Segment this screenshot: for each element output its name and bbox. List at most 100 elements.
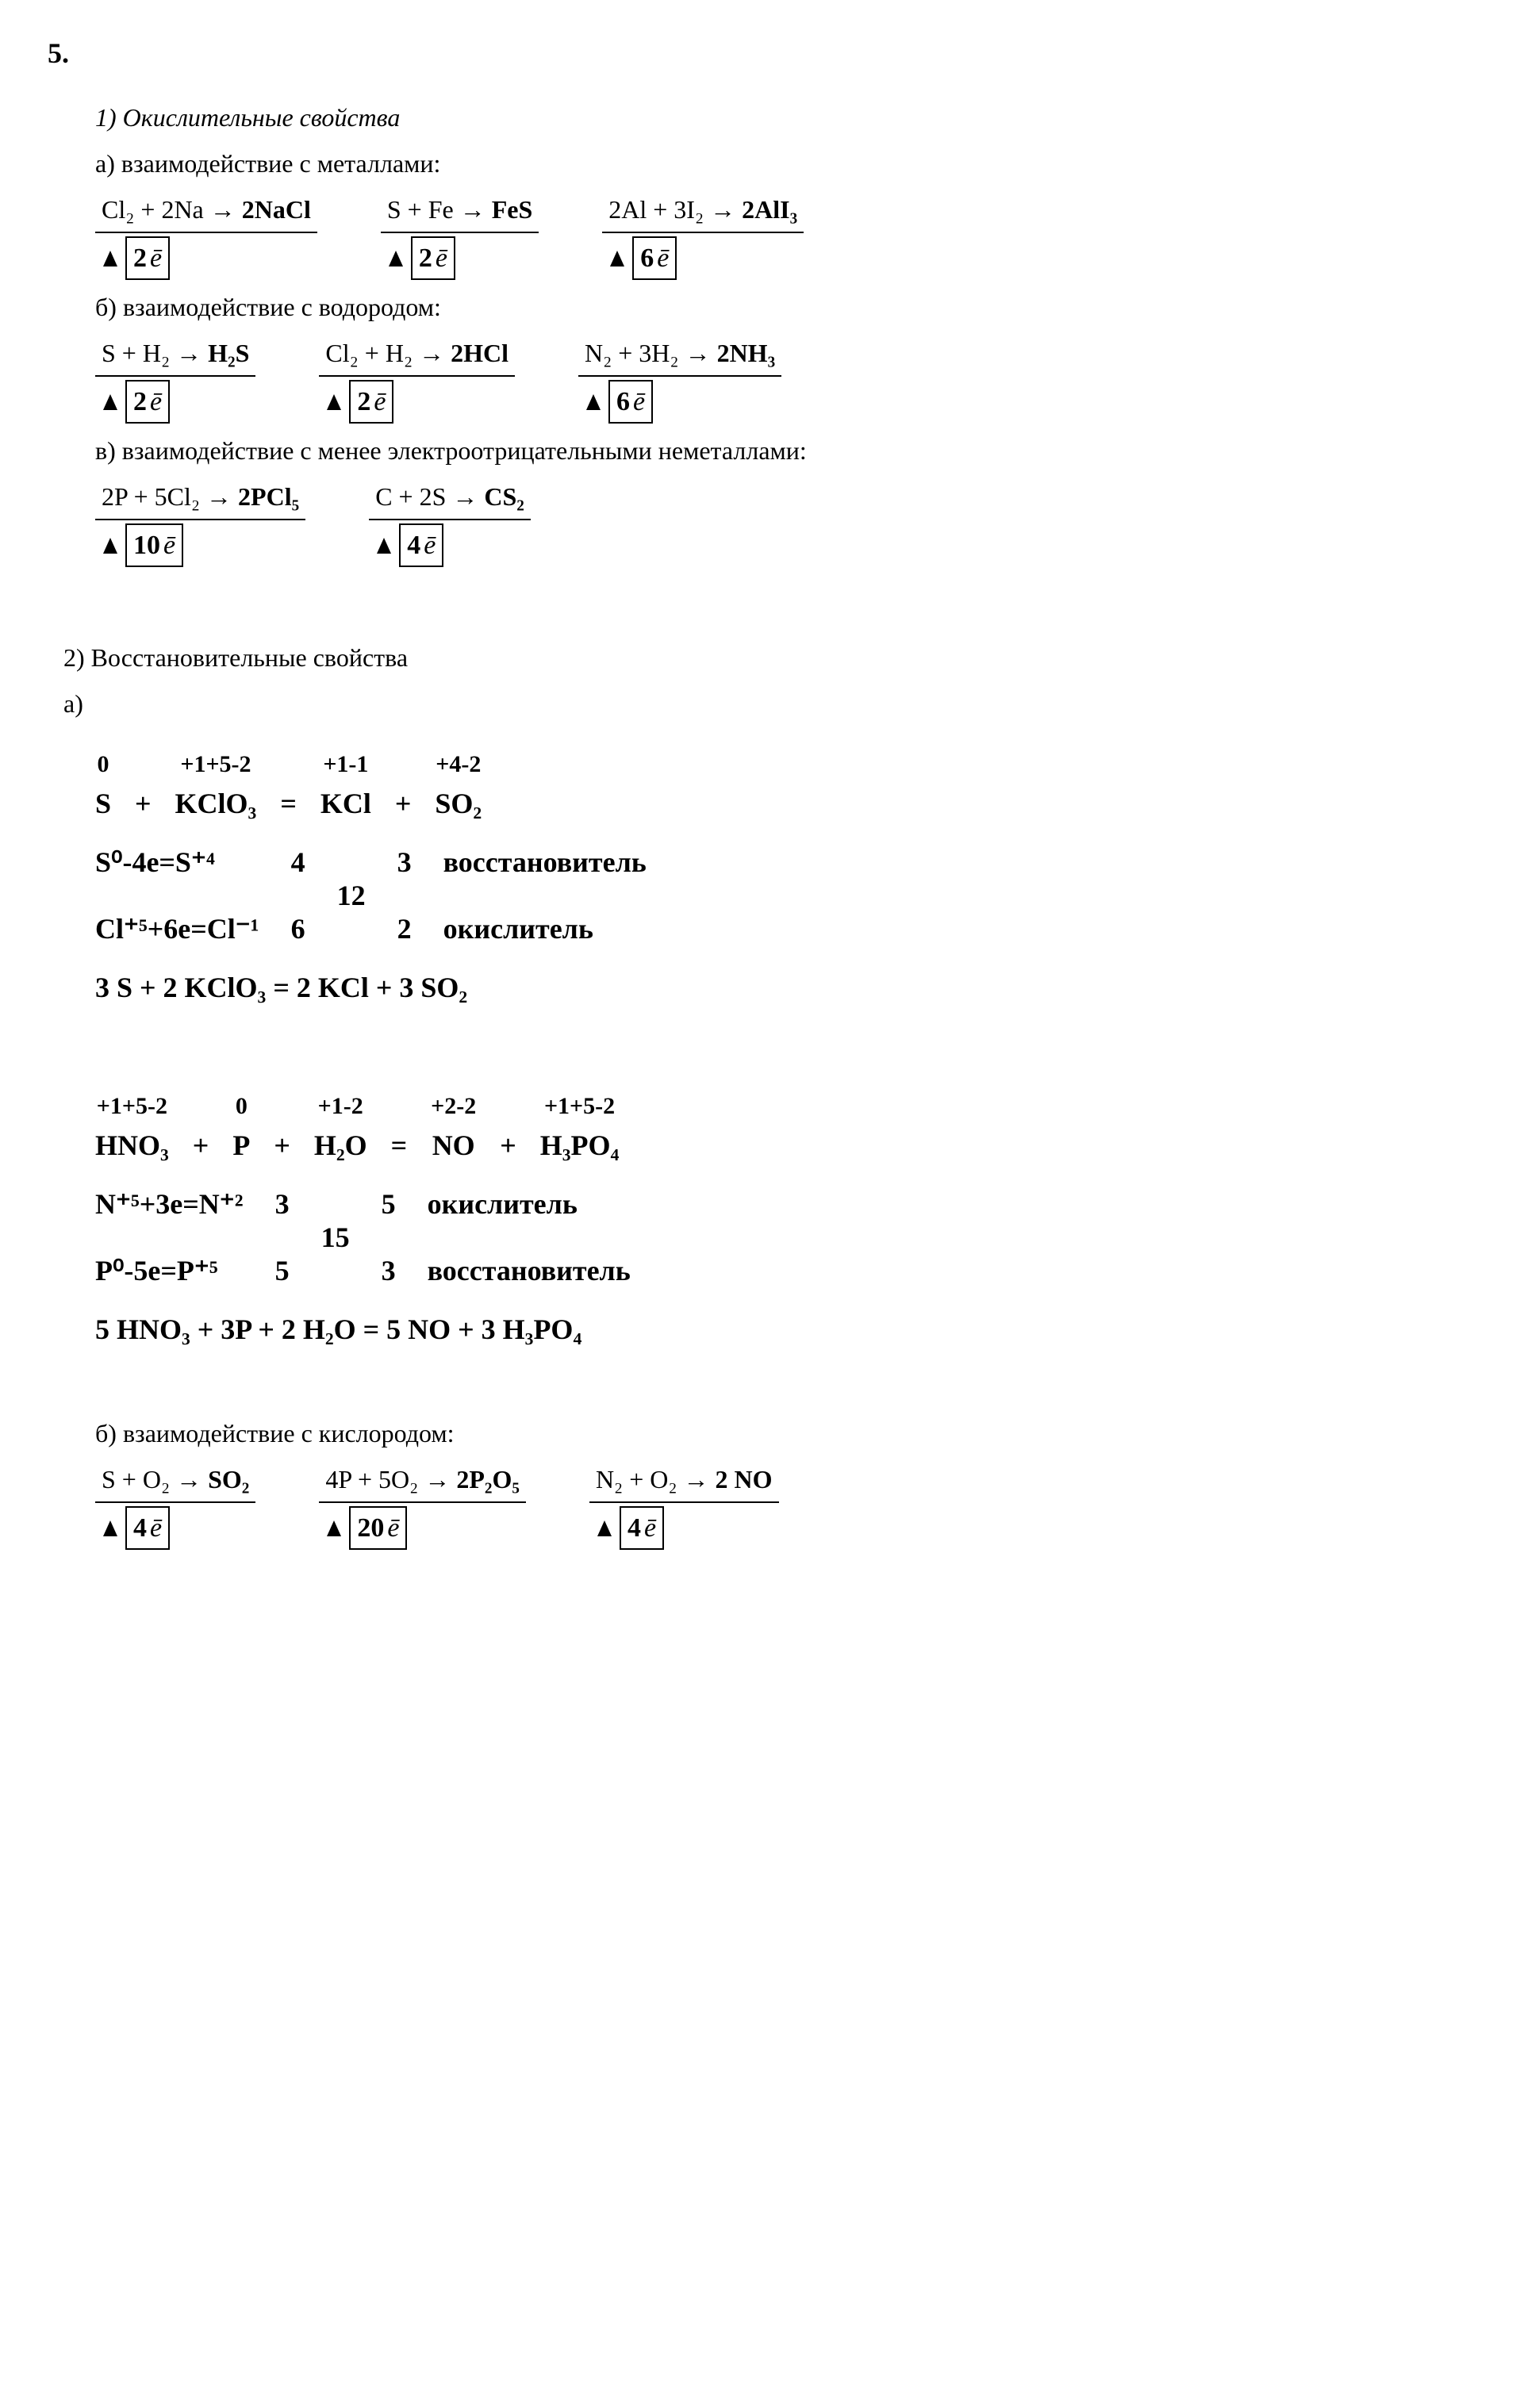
ox-mol: = bbox=[280, 782, 297, 825]
section2-a-label: а) bbox=[63, 684, 1491, 723]
ox-charge: +1-2 bbox=[318, 1088, 363, 1124]
ox-term: +1-1KCl bbox=[320, 746, 371, 825]
e-count: 2 bbox=[133, 238, 147, 278]
rxn2-final: 5 HNO₃ + 3P + 2 H₂O = 5 NO + 3 H₃PO₄ bbox=[95, 1308, 1491, 1351]
ox-term: +1-2H₂O bbox=[314, 1088, 367, 1167]
ox-mol: KCl bbox=[320, 782, 371, 825]
role-label: окислитель bbox=[443, 907, 647, 950]
section1-a-equations: Cl₂ + 2Na → 2NaCl 2ē S + Fe → FeS 2ē 2Al… bbox=[95, 190, 1491, 280]
section2-b-equations: S + O₂ → SO₂ 4 ē 4P + 5O₂ → 2P₂O₅ 20ē N₂ … bbox=[95, 1460, 1491, 1550]
arrow-up-icon bbox=[586, 394, 601, 410]
role-label: окислитель bbox=[428, 1183, 631, 1225]
eq-rhs: SO₂ bbox=[208, 1465, 249, 1493]
eq-block: C + 2S → CS₂ 4ē bbox=[369, 477, 531, 567]
arrow-up-icon bbox=[597, 1520, 612, 1536]
e-count: 4 bbox=[627, 1508, 641, 1548]
e-symbol: ē bbox=[163, 525, 175, 566]
half-n: 6 bbox=[291, 907, 305, 950]
eq-lhs: N₂ + 3H₂ → bbox=[585, 339, 711, 367]
e-count: 6 bbox=[640, 238, 654, 278]
eq-lhs: N₂ + O₂ → bbox=[596, 1465, 709, 1493]
eq-lhs: 2P + 5Cl₂ → bbox=[102, 482, 232, 511]
e-symbol: ē bbox=[633, 382, 645, 422]
e-count: 2 bbox=[357, 382, 370, 422]
eq-rhs: CS₂ bbox=[484, 482, 524, 511]
ox-mol: SO₂ bbox=[435, 782, 482, 825]
eq-block: S + Fe → FeS 2ē bbox=[381, 190, 539, 280]
eq-block: N₂ + 3H₂ → 2NH₃ 6ē bbox=[578, 334, 781, 424]
ox-charge bbox=[396, 1088, 402, 1124]
e-symbol: ē bbox=[374, 382, 386, 422]
ox-charge: +1+5-2 bbox=[180, 746, 251, 782]
ox-charge: +4-2 bbox=[436, 746, 481, 782]
rxn2-formula: +1+5-2HNO₃ +0P ++1-2H₂O =+2-2NO ++1+5-2H… bbox=[95, 1088, 1491, 1167]
eq-block: Cl₂ + 2Na → 2NaCl 2ē bbox=[95, 190, 317, 280]
ox-mol: = bbox=[391, 1124, 408, 1167]
section1-a-label: а) взаимодействие с металлами: bbox=[95, 144, 1491, 182]
ox-mol: HNO₃ bbox=[95, 1124, 169, 1167]
ox-term: = bbox=[391, 1088, 408, 1167]
half-coef: 2 bbox=[397, 907, 412, 950]
ox-mol: + bbox=[395, 782, 412, 825]
ox-charge bbox=[279, 1088, 286, 1124]
rxn1-half-table: S⁰-4e=S⁺⁴ Cl⁺⁵+6e=Cl⁻¹ 4 6 12 3 2 восста… bbox=[95, 841, 1491, 950]
section1-c-equations: 2P + 5Cl₂ → 2PCl₅ 10ē C + 2S → CS₂ 4ē bbox=[95, 477, 1491, 567]
e-symbol: ē bbox=[424, 525, 436, 566]
e-count: 10 bbox=[133, 525, 160, 566]
eq-rhs: 2P₂O₅ bbox=[456, 1465, 520, 1493]
arrow-up-icon bbox=[610, 251, 624, 266]
half-coef: 5 bbox=[382, 1183, 396, 1225]
eq-block: 4P + 5O₂ → 2P₂O₅ 20ē bbox=[319, 1460, 526, 1550]
half-eq: P⁰-5e=P⁺⁵ bbox=[95, 1249, 244, 1292]
ox-term: +1+5-2H₃PO₄ bbox=[540, 1088, 620, 1167]
ox-mol: + bbox=[274, 1124, 290, 1167]
ox-mol: H₂O bbox=[314, 1124, 367, 1167]
half-lcm: 15 bbox=[321, 1216, 350, 1259]
ox-charge bbox=[198, 1088, 204, 1124]
rxn1-formula: 0S ++1+5-2KClO₃ =+1-1KCl ++4-2SO₂ bbox=[95, 746, 1491, 825]
rxn1-final: 3 S + 2 KClO₃ = 2 KCl + 3 SO₂ bbox=[95, 966, 1491, 1009]
eq-lhs: S + H₂ → bbox=[102, 339, 201, 367]
ox-term: 0P bbox=[232, 1088, 250, 1167]
e-symbol: ē bbox=[150, 1508, 162, 1548]
ox-mol: P bbox=[232, 1124, 250, 1167]
e-symbol: ē bbox=[150, 238, 162, 278]
rxn2-half-table: N⁺⁵+3e=N⁺² P⁰-5e=P⁺⁵ 3 5 15 5 3 окислите… bbox=[95, 1183, 1491, 1292]
e-symbol: ē bbox=[657, 238, 669, 278]
ox-mol: + bbox=[135, 782, 152, 825]
section1-b-label: б) взаимодействие с водородом: bbox=[95, 288, 1491, 326]
eq-lhs: S + Fe → bbox=[387, 195, 485, 224]
ox-charge: 0 bbox=[98, 746, 109, 782]
ox-charge bbox=[140, 746, 147, 782]
ox-term: 0S bbox=[95, 746, 111, 825]
half-eq: Cl⁺⁵+6e=Cl⁻¹ bbox=[95, 907, 259, 950]
eq-block: S + H₂ → H₂S 2ē bbox=[95, 334, 255, 424]
eq-lhs: C + 2S → bbox=[375, 482, 478, 511]
ox-term: +2-2NO bbox=[431, 1088, 476, 1167]
ox-term: + bbox=[135, 746, 152, 825]
eq-rhs: FeS bbox=[492, 195, 533, 224]
e-symbol: ē bbox=[150, 382, 162, 422]
eq-lhs: 4P + 5O₂ → bbox=[325, 1465, 450, 1493]
role-label: восстановитель bbox=[428, 1249, 631, 1292]
ox-mol: + bbox=[193, 1124, 209, 1167]
eq-rhs: 2NH₃ bbox=[717, 339, 776, 367]
eq-rhs: 2AlI₃ bbox=[742, 195, 797, 224]
eq-lhs: S + O₂ → bbox=[102, 1465, 201, 1493]
ox-term: = bbox=[280, 746, 297, 825]
section1-title: 1) Окислительные свойства bbox=[95, 98, 1491, 136]
arrow-up-icon bbox=[389, 251, 403, 266]
eq-block: 2Al + 3I₂ → 2AlI₃ 6ē bbox=[602, 190, 804, 280]
eq-rhs: 2PCl₅ bbox=[238, 482, 299, 511]
rxn2-block: +1+5-2HNO₃ +0P ++1-2H₂O =+2-2NO ++1+5-2H… bbox=[95, 1088, 1491, 1351]
half-eq: N⁺⁵+3e=N⁺² bbox=[95, 1183, 244, 1225]
arrow-up-icon bbox=[103, 1520, 117, 1536]
arrow-up-icon bbox=[327, 394, 341, 410]
half-n: 5 bbox=[275, 1249, 290, 1292]
ox-term: + bbox=[395, 746, 412, 825]
ox-charge bbox=[286, 746, 292, 782]
ox-charge: +1+5-2 bbox=[544, 1088, 615, 1124]
eq-block: 2P + 5Cl₂ → 2PCl₅ 10ē bbox=[95, 477, 305, 567]
half-lcm: 12 bbox=[337, 874, 366, 917]
eq-block: N₂ + O₂ → 2 NO 4ē bbox=[589, 1460, 779, 1550]
